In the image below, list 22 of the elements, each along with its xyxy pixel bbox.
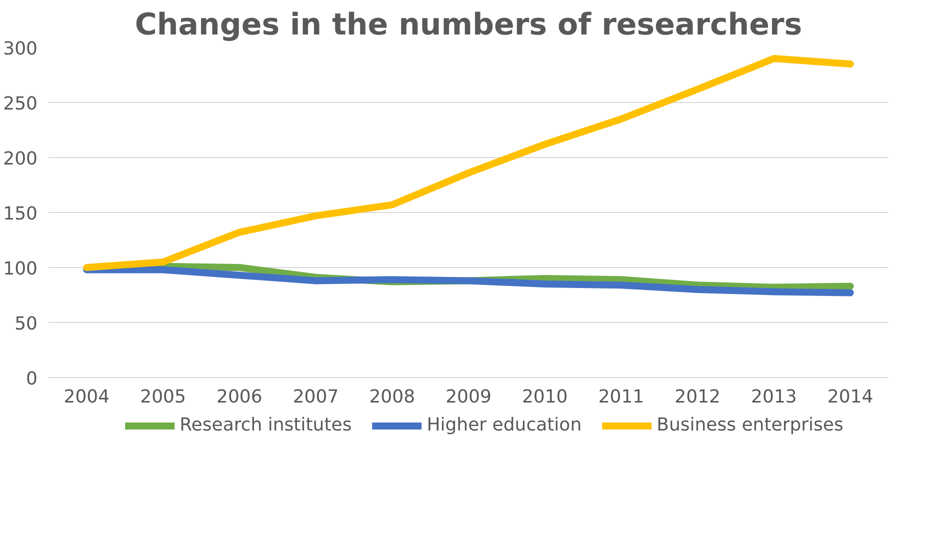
- x-tick-label: 2013: [751, 386, 797, 408]
- legend-label: Business enterprises: [656, 414, 844, 436]
- y-tick-label: 0: [26, 368, 38, 390]
- y-tick-label: 100: [3, 258, 38, 280]
- y-tick-label: 50: [14, 314, 38, 334]
- legend-label: Higher education: [426, 414, 582, 436]
- x-tick-label: 2008: [369, 386, 416, 408]
- y-tick-label: 200: [3, 148, 38, 170]
- x-tick-label: 2005: [140, 386, 186, 408]
- x-tick-label: 2004: [64, 386, 110, 408]
- x-tick-label: 2009: [446, 386, 492, 408]
- x-tick-label: 2010: [522, 386, 568, 408]
- x-tick-label: 2012: [674, 386, 720, 408]
- y-tick-label: 150: [3, 204, 38, 224]
- x-tick-label: 2006: [216, 386, 262, 408]
- x-tick-label: 2014: [827, 386, 874, 408]
- x-tick-label: 2007: [292, 386, 339, 408]
- y-tick-label: 300: [3, 38, 38, 60]
- y-tick-label: 250: [3, 94, 38, 114]
- x-tick-label: 2011: [598, 386, 644, 408]
- legend-label: Research institutes: [180, 414, 352, 436]
- chart-title: Changes in the numbers of researchers: [134, 8, 802, 42]
